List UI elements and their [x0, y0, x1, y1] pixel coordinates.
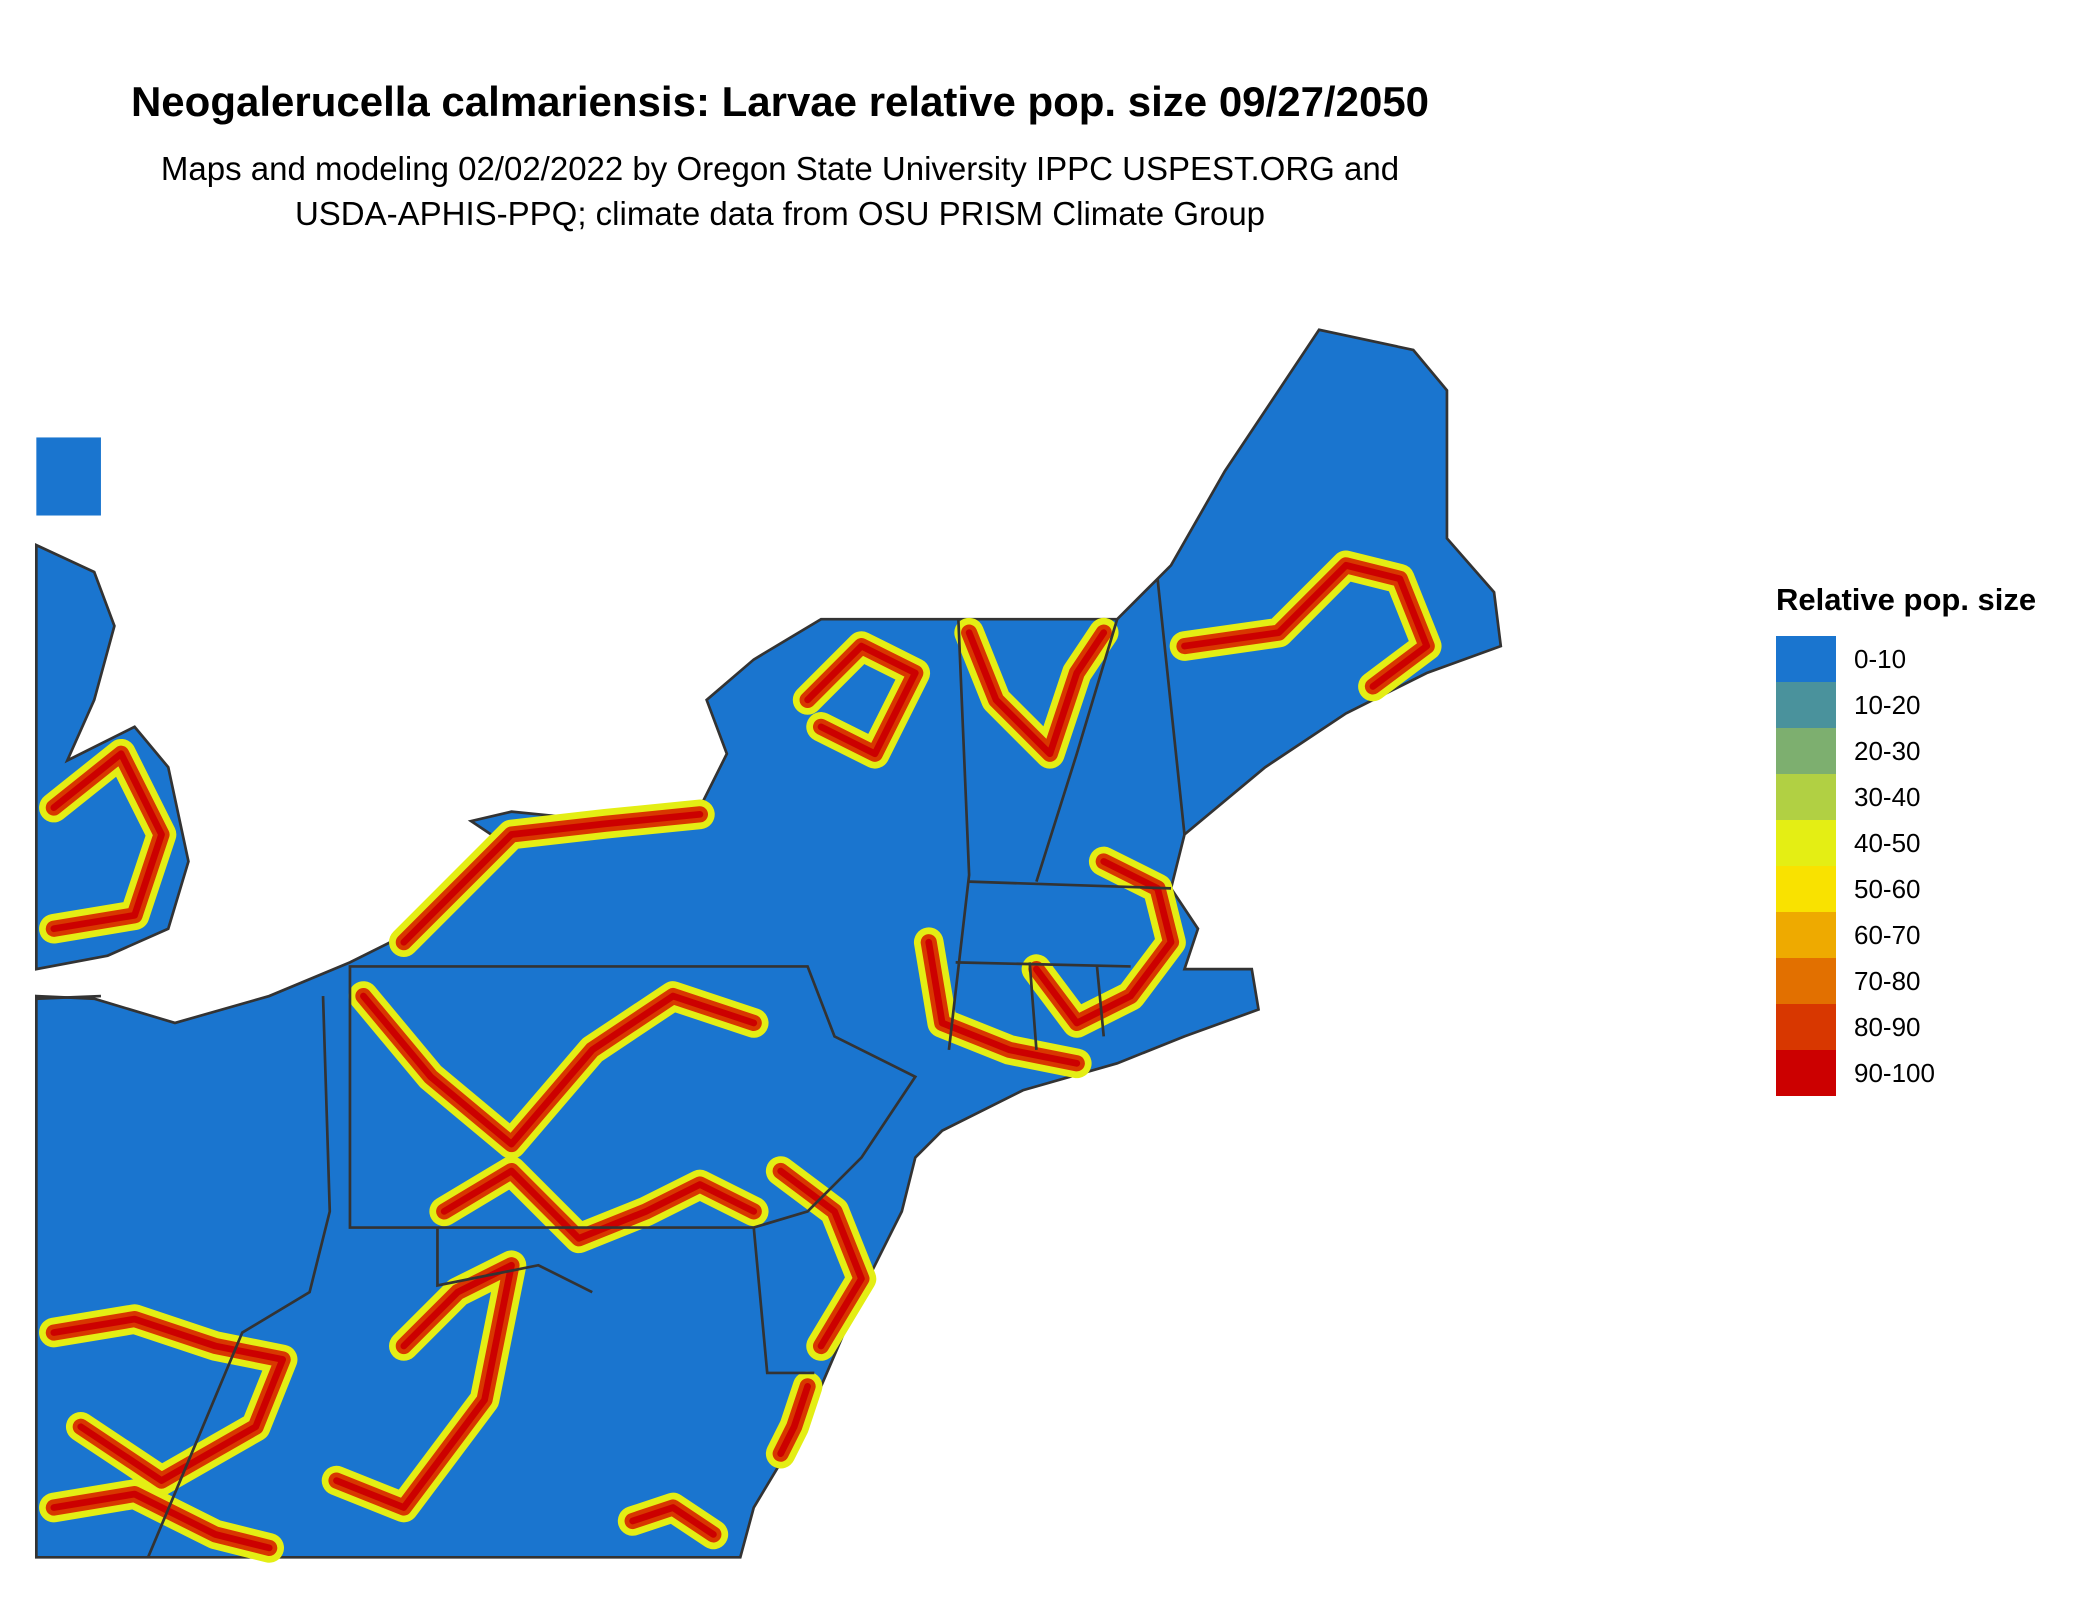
hotspot-band [777, 1383, 811, 1458]
hotspot-band [925, 938, 1081, 1067]
land-mainland [34, 328, 1503, 1559]
legend-swatch [1776, 636, 1836, 682]
map-title: Neogalerucella calmariensis: Larvae rela… [130, 78, 1430, 125]
hotspot-band [804, 642, 919, 758]
legend-swatch [1776, 728, 1836, 774]
legend-label: 40-50 [1854, 827, 1921, 858]
legend-label: 0-10 [1854, 643, 1907, 674]
legend-swatch [1776, 774, 1836, 820]
border-ma [955, 880, 1172, 968]
legend-label: 30-40 [1854, 781, 1921, 812]
border-ny-vt [947, 619, 971, 1051]
border-md [436, 1227, 815, 1375]
hotspot-band [333, 1261, 515, 1511]
hotspot-band [629, 1504, 717, 1538]
border-ct-ri [1028, 962, 1106, 1050]
legend-item: 90-100 [1776, 1050, 2036, 1096]
legend-label: 80-90 [1854, 1011, 1921, 1042]
legend-swatch [1776, 958, 1836, 1004]
legend-label: 90-100 [1854, 1057, 1935, 1088]
hotspot-band [965, 629, 1108, 758]
legend-swatch [1776, 820, 1836, 866]
border-nh-me [1156, 578, 1186, 835]
hotspot-band [360, 992, 758, 1148]
hotspot-band [440, 1167, 758, 1242]
legend-item: 40-50 [1776, 820, 2036, 866]
legend-label: 70-80 [1854, 965, 1921, 996]
legend-label: 50-60 [1854, 873, 1921, 904]
legend-item: 60-70 [1776, 912, 2036, 958]
legend-item: 70-80 [1776, 958, 2036, 1004]
legend-swatch [1776, 866, 1836, 912]
legend-swatch [1776, 912, 1836, 958]
legend-item: 30-40 [1776, 774, 2036, 820]
hotspot-band [50, 1490, 273, 1552]
legend-swatch [1776, 1004, 1836, 1050]
border-michigan [36, 994, 102, 1001]
legend-label: 60-70 [1854, 919, 1921, 950]
land-upper-peninsula [36, 437, 101, 516]
hotspot-band [400, 810, 704, 946]
hotspot-band [50, 1315, 287, 1484]
state-borders [36, 578, 1186, 1558]
legend: Relative pop. size 0-10 10-20 20-30 30-40 40… [1776, 582, 2036, 1096]
hotspot-layer [39, 550, 1442, 1563]
legend-title: Relative pop. size [1776, 582, 2037, 617]
hotspot-band [50, 750, 165, 933]
legend-item: 0-10 [1776, 636, 2036, 682]
legend-label: 20-30 [1854, 735, 1921, 766]
border-ohio [146, 995, 332, 1558]
border-pennsylvania [348, 965, 918, 1229]
legend-label: 10-20 [1854, 689, 1921, 720]
legend-item: 50-60 [1776, 866, 2036, 912]
map-subtitle-line-1: Maps and modeling 02/02/2022 by Oregon S… [160, 150, 1400, 187]
legend-swatch [1776, 1050, 1836, 1096]
legend-item: 80-90 [1776, 1004, 2036, 1050]
hotspot-band [777, 1167, 865, 1350]
legend-item: 10-20 [1776, 682, 2036, 728]
legend-item: 20-30 [1776, 728, 2036, 774]
legend-swatch [1776, 682, 1836, 728]
map-subtitle-line-2: USDA-APHIS-PPQ; climate data from OSU PR… [294, 195, 1266, 232]
hotspot-band [1181, 561, 1431, 690]
border-vt-nh [1035, 618, 1119, 883]
hotspot-band [1033, 858, 1175, 1027]
